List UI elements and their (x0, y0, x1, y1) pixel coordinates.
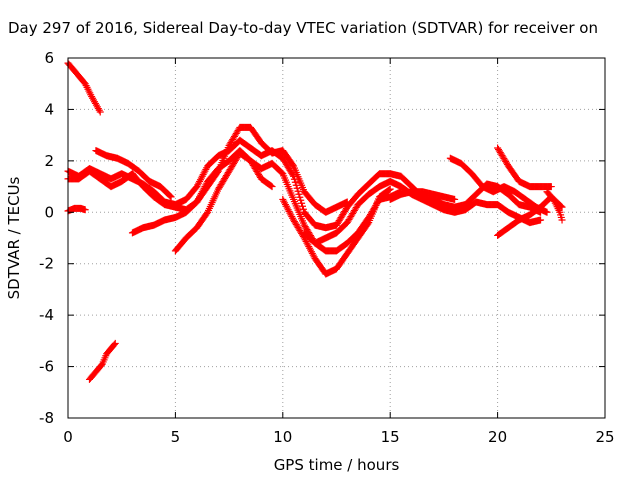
data-point-marker (110, 341, 118, 349)
data-point-marker (537, 216, 545, 224)
y-tick-label: 4 (44, 100, 54, 118)
data-point-marker (267, 182, 275, 190)
data-point-marker (268, 183, 276, 191)
data-point-marker (111, 339, 119, 347)
y-tick-label: -2 (39, 255, 54, 273)
chart-title: Day 297 of 2016, Sidereal Day-to-day VTE… (8, 19, 598, 37)
series-track-2 (64, 204, 89, 215)
data-point-marker (385, 186, 393, 194)
y-tick-label: -6 (39, 358, 54, 376)
data-point-marker (295, 190, 303, 198)
y-axis-label: SDTVAR / TECUs (5, 176, 23, 299)
series-track-11 (386, 188, 459, 203)
x-tick-label: 0 (63, 428, 73, 446)
data-point-marker (297, 196, 305, 204)
y-tick-label: 2 (44, 152, 54, 170)
data-point-marker (291, 178, 299, 186)
series-track-3 (85, 339, 119, 383)
data-point-marker (294, 187, 302, 195)
data-point-marker (293, 184, 301, 192)
series-track-1 (64, 59, 104, 116)
grid-lines (68, 58, 605, 418)
data-point-marker (386, 185, 394, 193)
data-point-marker (166, 192, 174, 200)
y-tick-label: -4 (39, 306, 54, 324)
y-tick-label: 6 (44, 49, 54, 67)
data-point-marker (96, 108, 104, 116)
series-track-12 (446, 154, 551, 216)
series-track-13 (494, 144, 555, 191)
data-point-marker (543, 208, 551, 216)
series-track-7 (128, 123, 351, 237)
data-point-marker (451, 195, 459, 203)
data-point-marker (81, 206, 89, 214)
x-tick-label: 15 (381, 428, 400, 446)
x-tick-label: 5 (171, 428, 181, 446)
series-track-8 (171, 149, 276, 255)
data-point-marker (343, 198, 351, 206)
data-point-marker (558, 216, 566, 224)
y-tick-label: 0 (44, 203, 54, 221)
data-point-marker (95, 106, 103, 114)
x-tick-label: 10 (273, 428, 292, 446)
axis-ticks: 0 5 10 15 20 25 -8 -6 -4 -2 0 2 4 6 (39, 49, 615, 446)
plot-frame (67, 57, 606, 419)
series-track-15 (543, 188, 566, 224)
data-point-marker (298, 202, 306, 210)
data-point-marker (547, 183, 555, 191)
y-tick-label: -8 (39, 409, 54, 427)
x-tick-label: 25 (595, 428, 614, 446)
data-point-marker (299, 205, 307, 213)
series-track-6 (92, 147, 175, 201)
x-tick-label: 20 (488, 428, 507, 446)
data-point-marker (296, 193, 304, 201)
data-point-marker (298, 199, 306, 207)
x-axis-label: GPS time / hours (274, 456, 400, 474)
data-points (64, 59, 566, 383)
data-point-marker (167, 193, 175, 201)
